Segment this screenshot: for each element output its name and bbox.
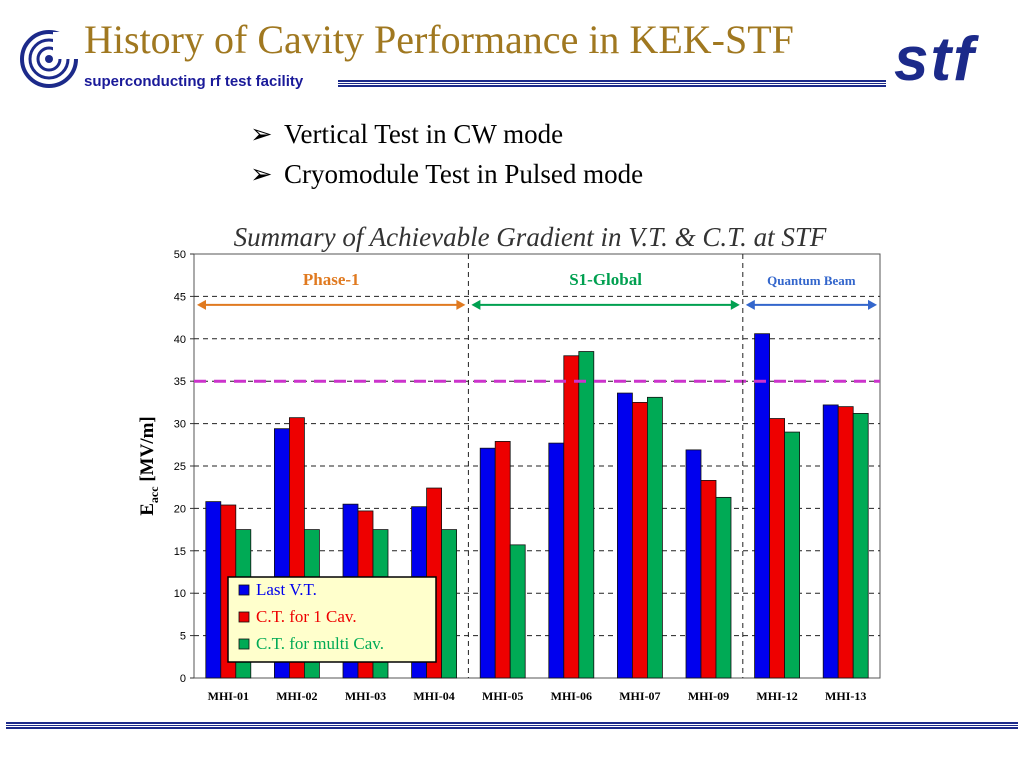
bar [852,413,869,679]
y-axis-label-main: E [137,503,158,516]
bar [479,447,496,679]
phase-arrowhead-left [471,299,481,310]
legend-label: C.T. for 1 Cav. [256,607,357,626]
bar [822,404,839,679]
bar [685,449,702,679]
x-tick-label: MHI-06 [551,689,592,703]
bar [647,396,663,679]
y-tick-label: 0 [180,673,186,685]
bullet-item: ➢ Vertical Test in CW mode [250,114,643,154]
y-tick-label: 20 [174,503,186,515]
bar [784,431,800,679]
bar [548,442,565,679]
bar [205,501,222,679]
y-tick-label: 45 [174,291,186,303]
kek-logo [20,30,78,88]
bar [494,441,511,679]
phase-arrowhead-right [868,299,877,310]
footer-rule [6,722,1018,729]
x-tick-label: MHI-07 [619,689,660,703]
x-tick-label: MHI-04 [413,689,454,703]
legend-label: Last V.T. [256,580,317,599]
bar [769,418,785,679]
plot-area: 0 5 10 15 20 25 30 35 40 45 50 Eacc [MV/m] MHI-01 MHI… [137,249,881,703]
x-tick-label: MHI-13 [825,689,866,703]
x-tick-label: MHI-09 [688,689,729,703]
x-tick-label: MHI-03 [345,689,386,703]
y-tick-label: 25 [174,461,186,473]
stf-logo-text: stf [894,28,979,92]
arrow-bullet-icon: ➢ [250,159,273,189]
bar [715,496,732,679]
y-tick-label: 35 [174,376,186,388]
bar [617,392,633,679]
bar [837,406,854,679]
bar [509,544,526,679]
bar [700,480,717,679]
legend-label: C.T. for multi Cav. [256,634,384,653]
phase-label: Quantum Beam [767,273,856,288]
legend-swatch [238,584,250,596]
y-axis-label: Eacc [MV/m] [137,416,161,516]
phase-arrowhead-right [456,299,466,310]
arrow-bullet-icon: ➢ [250,119,273,149]
bullet-text: Vertical Test in CW mode [284,119,564,149]
phase-label: S1-Global [569,270,642,289]
x-tick-label: MHI-02 [276,689,317,703]
y-tick-label: 10 [174,588,186,600]
bar [754,333,770,679]
bar [563,355,580,679]
bar [632,401,648,679]
y-tick-label: 40 [174,334,186,346]
bullet-item: ➢ Cryomodule Test in Pulsed mode [250,154,643,194]
bar [578,351,595,679]
legend-swatch [238,638,250,650]
phase-arrowhead-right [730,299,740,310]
phase-arrowhead-left [197,299,206,310]
y-tick-label: 15 [174,546,186,558]
y-tick-label: 50 [174,249,186,261]
phase-label: Phase-1 [303,270,360,289]
header-rule [338,80,886,87]
y-axis-label-sub: acc [147,486,161,503]
x-tick-label: MHI-05 [482,689,523,703]
slide-title: History of Cavity Performance in KEK-STF [84,17,794,62]
y-axis-label-unit: [MV/m] [137,416,158,486]
x-tick-label: MHI-12 [756,689,797,703]
bullet-list: ➢ Vertical Test in CW mode ➢ Cryomodule Te… [250,114,643,194]
stf-logo: stf [894,28,979,92]
slide-subtitle: superconducting rf test facility [84,73,304,90]
legend-box [227,576,437,663]
y-tick-label: 5 [180,631,186,643]
phase-arrowhead-left [745,299,755,310]
y-tick-label: 30 [174,419,186,431]
bar [441,529,458,679]
legend-swatch [238,611,250,623]
chart-title: Summary of Achievable Gradient in V.T. &… [234,222,827,252]
bullet-text: Cryomodule Test in Pulsed mode [284,159,644,189]
x-tick-label: MHI-01 [208,689,249,703]
